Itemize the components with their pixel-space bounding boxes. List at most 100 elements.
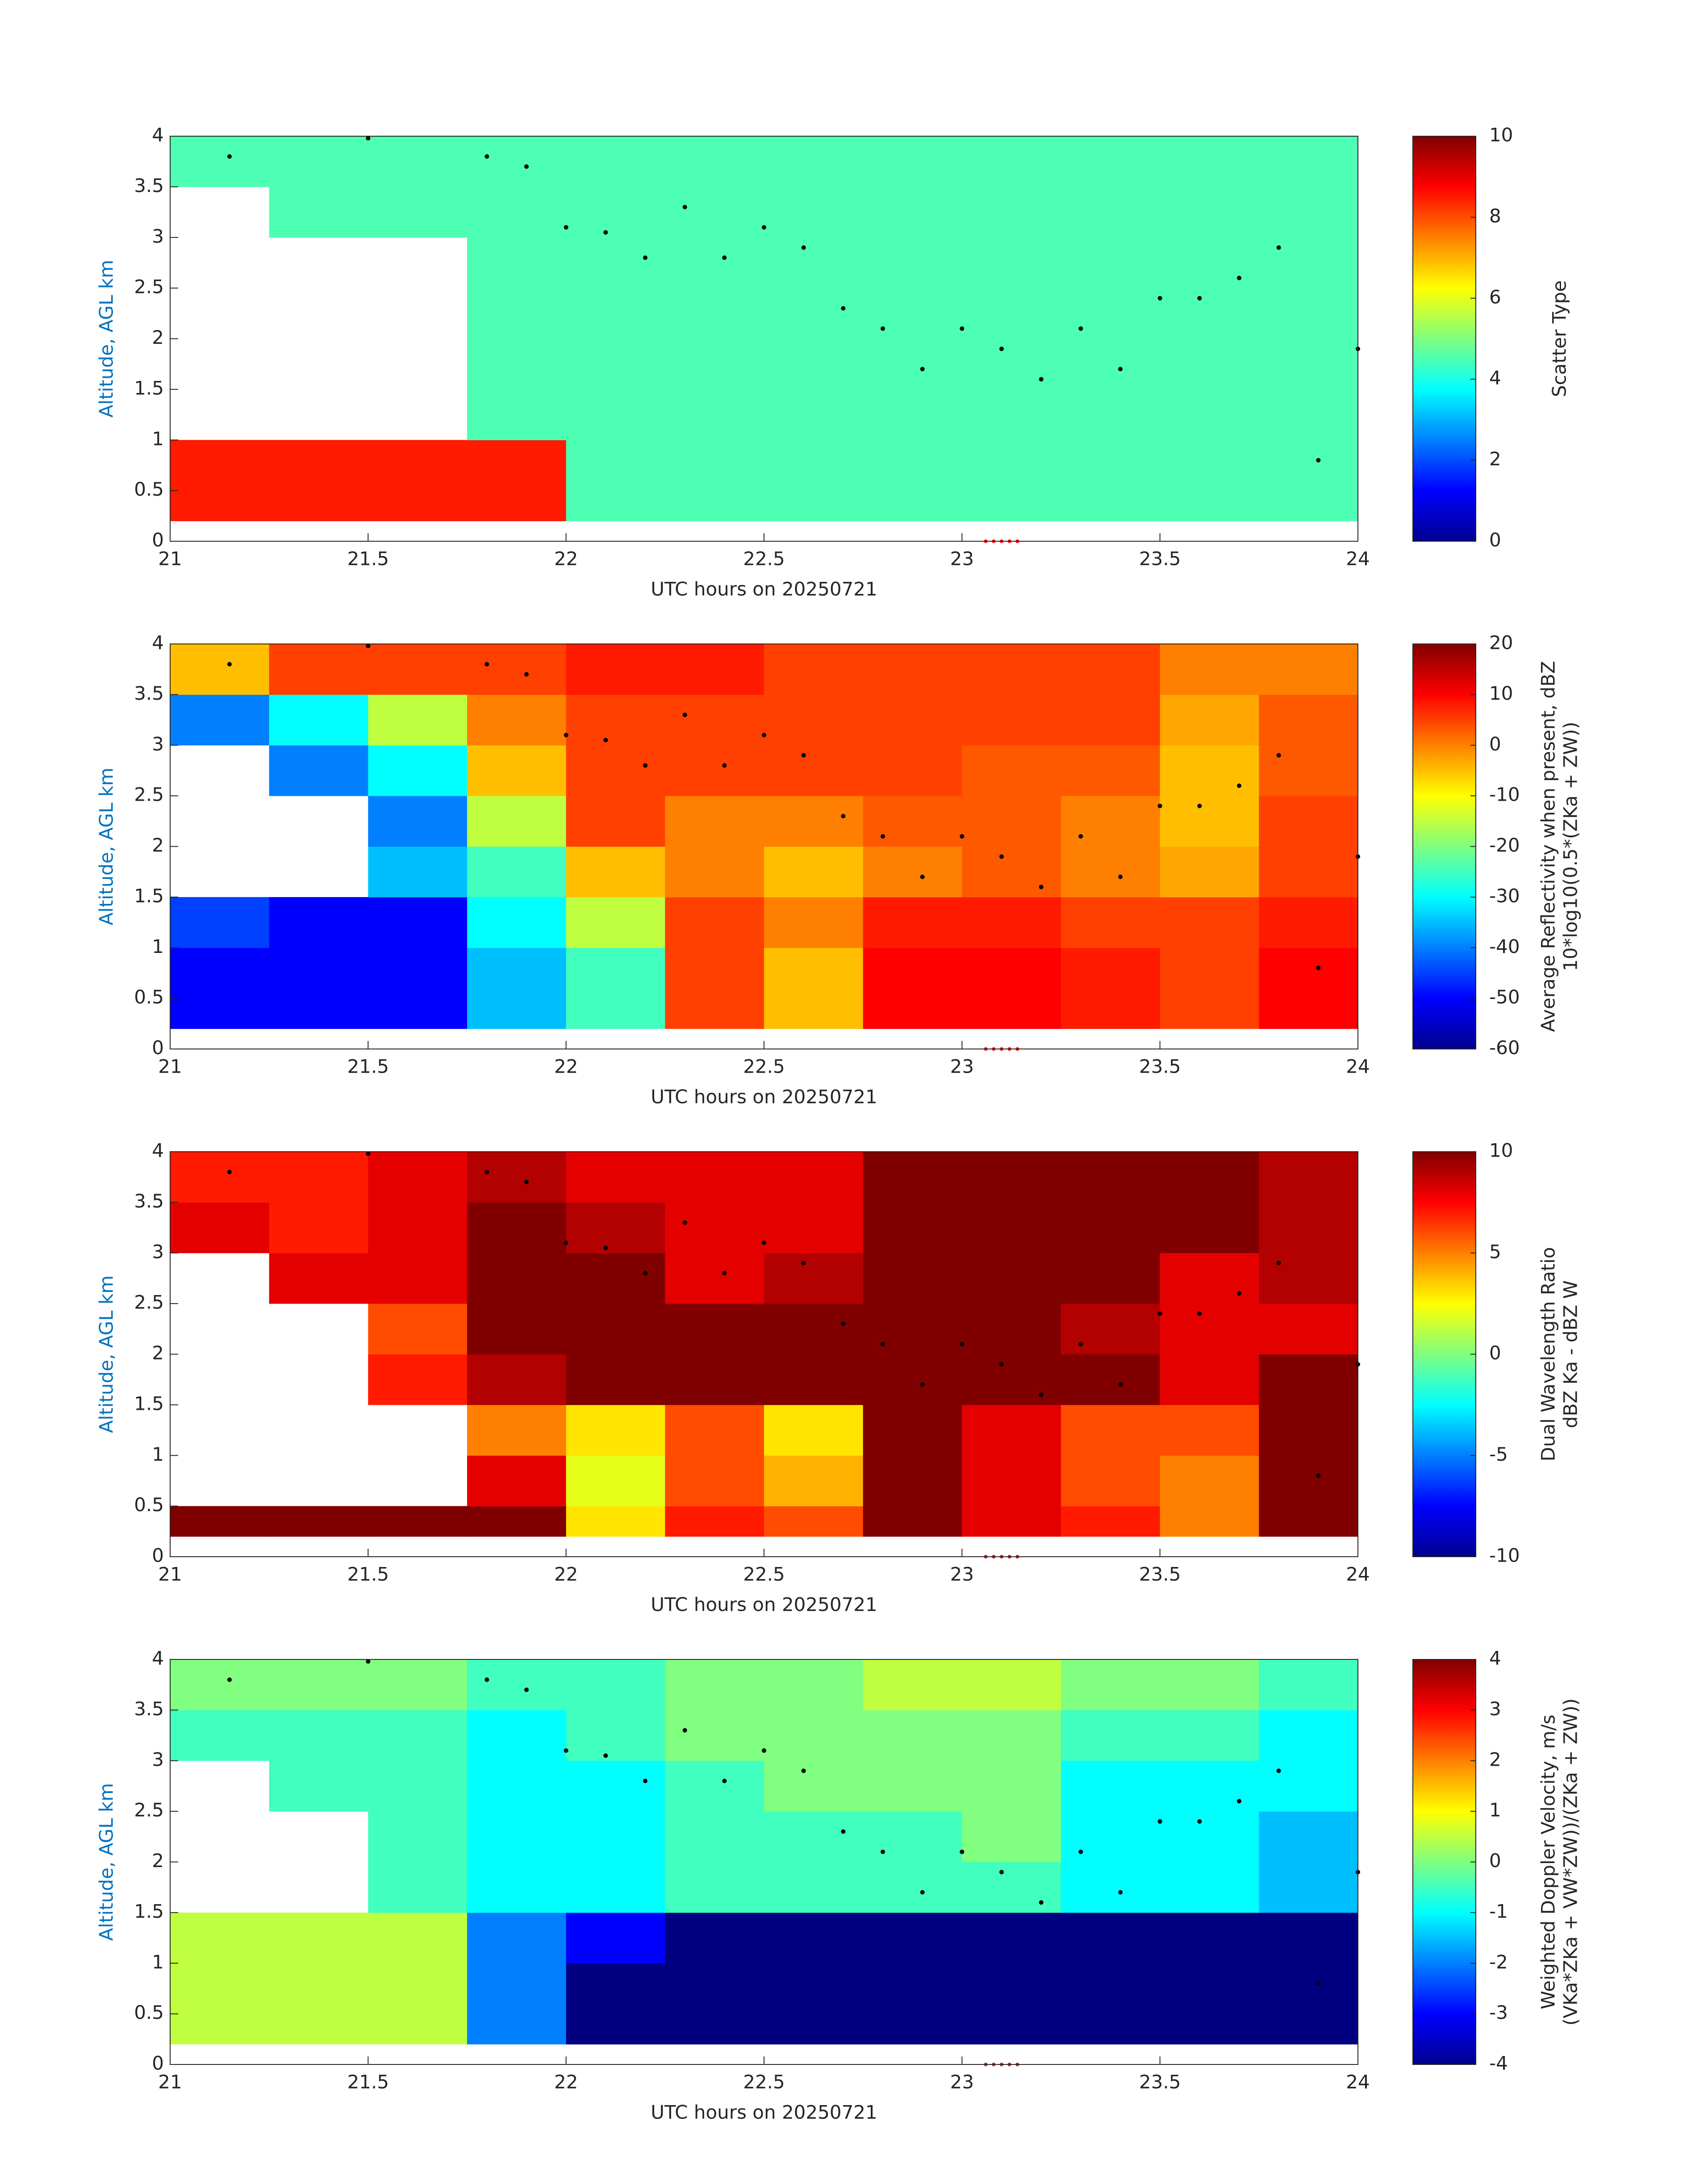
colorbar bbox=[1412, 1659, 1476, 2065]
dot bbox=[643, 763, 647, 768]
colorbar-tick-label: 2 bbox=[1489, 448, 1501, 470]
heat-cell bbox=[1061, 644, 1161, 695]
x-tick-label: 21.5 bbox=[347, 548, 389, 570]
heat-cell bbox=[467, 1152, 567, 1203]
heat-cell bbox=[1061, 136, 1161, 187]
heat-cell bbox=[269, 187, 368, 238]
dot bbox=[762, 1748, 766, 1753]
heat-cell bbox=[1259, 440, 1358, 491]
heat-cell bbox=[863, 745, 962, 796]
heat-cell bbox=[269, 440, 368, 491]
heat-cell bbox=[1061, 948, 1161, 999]
heat-cell bbox=[1160, 1760, 1259, 1812]
heat-cell bbox=[269, 897, 368, 948]
y-tick-label: 1 bbox=[152, 1951, 164, 1973]
heat-cell bbox=[764, 694, 864, 746]
y-tick-label: 2.5 bbox=[134, 1291, 164, 1313]
heat-cell bbox=[566, 694, 665, 746]
heat-cell bbox=[1061, 288, 1161, 339]
dot bbox=[1078, 326, 1083, 331]
y-tick-label: 0 bbox=[152, 1545, 164, 1567]
dot bbox=[484, 662, 489, 667]
heat-cell bbox=[170, 1152, 270, 1203]
heat-cell bbox=[962, 948, 1061, 999]
heat-cell bbox=[368, 490, 468, 522]
heat-cell bbox=[1061, 2014, 1161, 2045]
heat-cell bbox=[566, 237, 665, 288]
dot bbox=[366, 1659, 371, 1664]
dot bbox=[960, 834, 965, 839]
heat-cell bbox=[170, 897, 270, 948]
x-tick-label: 23.5 bbox=[1139, 2071, 1181, 2093]
heat-cell bbox=[863, 1912, 962, 1964]
heat-cell bbox=[1061, 237, 1161, 288]
heat-cell bbox=[566, 490, 665, 522]
dot bbox=[1197, 1819, 1202, 1824]
dot bbox=[762, 1241, 766, 1245]
dot bbox=[1276, 1261, 1281, 1266]
dot bbox=[1197, 803, 1202, 808]
heat-cell bbox=[1061, 1455, 1161, 1507]
colorbar-tick-label: -10 bbox=[1489, 1545, 1520, 1567]
y-tick-label: 0 bbox=[152, 2052, 164, 2074]
heat-cell bbox=[863, 2014, 962, 2045]
heat-cell bbox=[1259, 1963, 1358, 2014]
heat-cell bbox=[665, 998, 764, 1029]
heat-cell bbox=[764, 1253, 864, 1304]
heat-cell bbox=[467, 1659, 567, 1710]
heat-cell bbox=[566, 1710, 665, 1761]
heat-cell bbox=[764, 1202, 864, 1254]
dot bbox=[643, 1271, 647, 1276]
heat-cell bbox=[665, 1963, 764, 2014]
heat-cell bbox=[962, 1354, 1061, 1405]
y-tick-label: 0.5 bbox=[134, 478, 164, 500]
dot bbox=[1157, 803, 1162, 808]
heat-cell bbox=[863, 897, 962, 948]
x-tick-label: 21.5 bbox=[347, 2071, 389, 2093]
colorbar-tick-label: -2 bbox=[1489, 1951, 1508, 1973]
heat-cell bbox=[1259, 897, 1358, 948]
heat-cell bbox=[1259, 1862, 1358, 1913]
heat-cell bbox=[566, 1202, 665, 1254]
heat-cell bbox=[170, 998, 270, 1029]
heat-cell bbox=[665, 897, 764, 948]
heat-cell bbox=[1259, 1304, 1358, 1354]
heat-cell bbox=[269, 1963, 368, 2014]
heat-cell bbox=[665, 288, 764, 339]
dot bbox=[1078, 1849, 1083, 1854]
heat-cell bbox=[1061, 1506, 1161, 1537]
dot bbox=[682, 1728, 687, 1733]
heat-cell bbox=[467, 1963, 567, 2014]
colorbar-tick-label: 6 bbox=[1489, 286, 1501, 308]
dot bbox=[524, 672, 529, 677]
heat-cell bbox=[1259, 998, 1358, 1029]
heat-cell bbox=[269, 1253, 368, 1304]
heat-cell bbox=[962, 897, 1061, 948]
dot bbox=[227, 1170, 232, 1174]
y-tick-label: 3 bbox=[152, 225, 164, 247]
x-tick-label: 21.5 bbox=[347, 1563, 389, 1585]
colorbar-tick-label: 8 bbox=[1489, 205, 1501, 227]
heat-cell bbox=[368, 440, 468, 491]
dot bbox=[722, 1779, 727, 1784]
heat-cell bbox=[170, 136, 270, 187]
heat-cell bbox=[863, 237, 962, 288]
heat-cell bbox=[566, 998, 665, 1029]
heat-cell bbox=[467, 745, 567, 796]
dot bbox=[999, 1870, 1004, 1875]
dot bbox=[1039, 1900, 1044, 1905]
heat-cell bbox=[1160, 440, 1259, 491]
heat-cell bbox=[1061, 440, 1161, 491]
heat-cell bbox=[1259, 644, 1358, 695]
heat-cell bbox=[1259, 1760, 1358, 1812]
x-tick-label: 21 bbox=[158, 1056, 182, 1078]
heat-cell bbox=[665, 745, 764, 796]
dot bbox=[841, 306, 846, 311]
dot bbox=[1078, 1341, 1083, 1346]
heat-cell bbox=[566, 745, 665, 796]
dot bbox=[524, 1688, 529, 1692]
heat-cell bbox=[863, 1659, 962, 1710]
x-tick-label: 22.5 bbox=[743, 2071, 785, 2093]
heat-cell bbox=[764, 1811, 864, 1862]
